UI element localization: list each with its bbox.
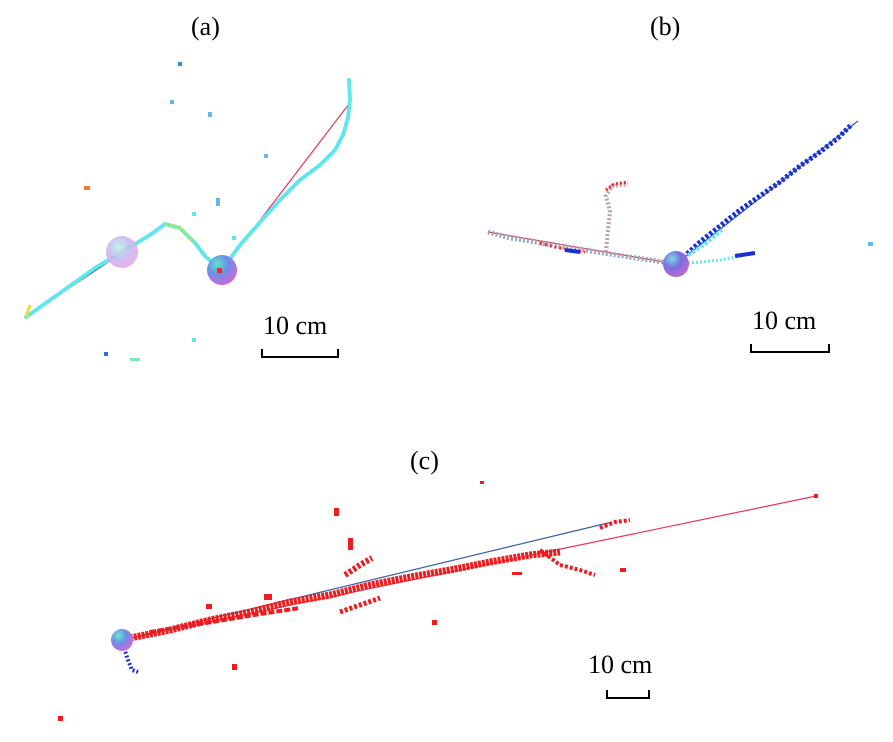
panel-a-point — [216, 198, 220, 206]
panel-a-diagram — [24, 62, 353, 361]
panel-b-red-line — [487, 231, 677, 265]
panel-a-point — [192, 338, 196, 342]
panel-a-point-trail-green — [164, 222, 197, 245]
panel-c-diagram — [58, 481, 818, 721]
panel-b-branch-red — [605, 180, 629, 192]
panel-c-point-band-3 — [339, 595, 381, 615]
panel-a-point — [84, 186, 90, 190]
panel-a-point — [264, 154, 268, 158]
panel-c-blue-tail — [122, 647, 139, 674]
panel-a-scale-bar — [261, 349, 339, 358]
panel-c-blue-line — [121, 521, 613, 641]
panel-c-point — [232, 664, 237, 670]
panel-b-sphere — [663, 251, 689, 277]
panel-a-point — [130, 358, 140, 361]
panel-a-sphere-left — [106, 236, 138, 268]
panel-c-point-band — [129, 548, 561, 642]
panel-a-point — [192, 212, 196, 216]
panel-a-point — [170, 100, 174, 104]
panel-c-point — [432, 620, 437, 625]
panel-c-point — [620, 568, 626, 572]
panel-c-point-band-6 — [599, 518, 631, 530]
panel-c-point — [348, 538, 353, 550]
panel-c-sphere — [111, 629, 133, 651]
panel-b-point-trail-cyan — [674, 228, 724, 266]
panel-b-diagram — [487, 120, 873, 353]
panel-a-point — [104, 352, 108, 356]
panel-a-point — [178, 62, 182, 66]
panel-b-point — [868, 242, 873, 246]
panel-c-point — [58, 716, 63, 721]
panel-b-lower-trail-blue — [734, 251, 756, 258]
panel-c-label: (c) — [410, 446, 439, 475]
panel-b-branch — [603, 182, 629, 253]
panel-c-scale-label: 10 cm — [588, 650, 653, 679]
panel-a-point — [208, 112, 212, 117]
panel-a-point-trail — [24, 78, 353, 319]
panel-c-point-band-2 — [149, 606, 301, 634]
panel-c-point — [480, 481, 484, 484]
panel-b-scale-label: 10 cm — [752, 306, 817, 335]
panel-c-point — [512, 572, 522, 575]
panel-c-scale-bar — [606, 690, 650, 699]
panel-c-point — [206, 604, 212, 609]
panel-a-scale-label: 10 cm — [263, 311, 328, 340]
panel-a-label: (a) — [191, 12, 220, 41]
panel-a-point-trail-yellow — [24, 304, 32, 318]
panel-b-left-trail-blue — [564, 248, 581, 254]
panel-c-point — [264, 594, 272, 600]
panel-c-point-band-5 — [538, 548, 596, 577]
panel-b-left-trail — [487, 229, 677, 267]
panel-a-point — [217, 268, 222, 273]
panel-c-point — [814, 494, 818, 498]
panel-c-point — [334, 508, 339, 516]
panel-a-point — [232, 236, 236, 240]
panel-c-point-band-4 — [343, 555, 374, 578]
panel-b-scale-bar — [750, 344, 830, 353]
panel-b-point-trail — [674, 122, 854, 266]
panel-b-label: (b) — [650, 12, 681, 41]
